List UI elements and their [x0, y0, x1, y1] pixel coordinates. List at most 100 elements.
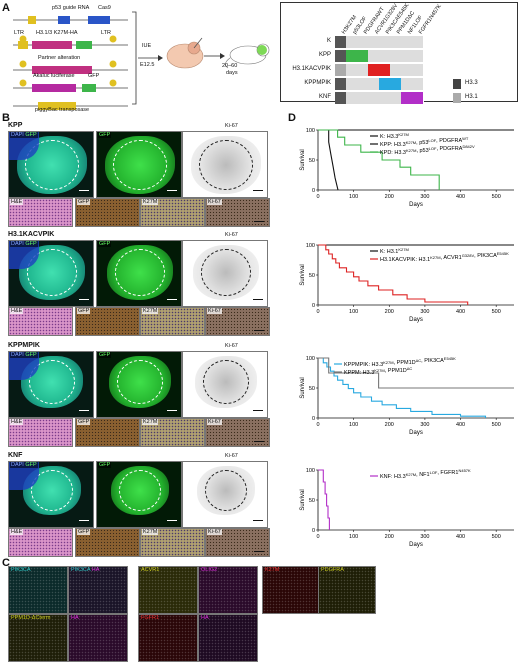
x-axis-label: Days — [409, 542, 423, 548]
matrix-cell-alteration — [379, 64, 390, 76]
y-axis-label: Survival — [300, 377, 306, 398]
y-tick-label: 0 — [312, 303, 315, 309]
row-name-label: KPPMPIK — [8, 342, 40, 349]
matrix-cell-alteration — [401, 92, 412, 104]
scale-bar — [79, 299, 89, 300]
matrix-cell-h3 — [335, 78, 346, 90]
section-image: GFP — [96, 461, 182, 528]
x-tick-label: 200 — [385, 309, 394, 315]
x-tick-label: 300 — [420, 194, 429, 200]
scale-bar — [79, 410, 89, 411]
x-tick-label: 500 — [492, 309, 501, 315]
matrix-row-label: KPP — [318, 52, 331, 58]
histology-tile-label: H&E — [10, 529, 24, 535]
immunostain-label: FGFR1 — [141, 615, 160, 621]
histology-tile-label: H&E — [10, 308, 24, 314]
x-tick-label: 0 — [316, 422, 319, 428]
section-image-label: GFP — [98, 132, 112, 138]
days-range-label: 20–60 — [222, 63, 238, 69]
section-image: DAPI GFP — [8, 351, 94, 418]
immunostain-label: HA — [71, 615, 79, 621]
scale-bar — [253, 410, 263, 411]
constructs-diagram — [13, 16, 128, 110]
section-image-label: DAPI GFP — [10, 462, 38, 468]
section-image: GFP — [96, 240, 182, 307]
matrix-row-label: KPPMPIK — [304, 80, 331, 86]
section-image: GFP — [96, 131, 182, 198]
x-axis-label: Days — [409, 430, 423, 436]
matrix-cell-h3 — [335, 50, 346, 62]
histology-tile-label: Ki-67 — [207, 529, 222, 535]
section-image — [182, 131, 268, 198]
section-image-label: Ki-67 — [225, 343, 238, 349]
construct3-insert-label: Partner alteration — [38, 55, 81, 61]
genotype-matrix: H3K27M p53LOF PDGFRAWT ACVR1G328V PIK3CAE545… — [283, 2, 513, 104]
panel-a-label: A — [2, 2, 10, 14]
matrix-legend-label: H3.3 — [465, 80, 478, 86]
tumor-outline — [27, 249, 77, 296]
y-tick-label: 50 — [309, 386, 315, 392]
histology-tile-label: K27M — [142, 199, 159, 205]
immunostain-label: PIK3CA HA — [71, 567, 100, 573]
immunostain-tile-olig2: OLIG2 — [198, 566, 258, 614]
immunostain-tile-ha2: HA — [198, 614, 258, 662]
x-tick-label: 0 — [316, 194, 319, 200]
matrix-legend-swatch — [453, 79, 461, 89]
x-axis-label: Days — [409, 202, 423, 208]
y-tick-label: 50 — [309, 158, 315, 164]
matrix-cell-alteration — [412, 92, 423, 104]
immunostain-label: ACVR1 — [141, 567, 160, 573]
panel-c-immunostaining: PIK3CA PIK3CA HA ACVR1 OLIG2 K27M PDGFRA PPM1D… — [8, 566, 376, 662]
immunostain-tile-pik3ca: PIK3CA — [8, 566, 68, 614]
legend-entry: KPP: H3.3K27M, p53LOF, PDGFRAWT — [380, 136, 469, 148]
immunostain-tile-pik3ca-ha: PIK3CA HA — [68, 566, 128, 614]
section-image-label: Ki-67 — [225, 123, 238, 129]
x-tick-label: 500 — [492, 534, 501, 540]
tumor-outline — [203, 360, 249, 404]
histology-tile-label: GFP — [77, 419, 91, 425]
histology-tile: GFP — [75, 528, 140, 557]
tumor-outline — [117, 360, 163, 404]
y-axis-label: Survival — [300, 489, 306, 510]
y-tick-label: 100 — [306, 356, 315, 362]
matrix-row-label: H3.1KACVPIK — [292, 66, 331, 72]
y-axis-label: Survival — [300, 149, 306, 170]
matrix-cell-h3 — [335, 36, 346, 48]
construct4-insert-label: Akaluc luciferase — [33, 73, 75, 79]
histology-tile-label: Ki-67 — [207, 308, 222, 314]
histology-tile: GFP — [75, 307, 140, 336]
x-tick-label: 300 — [420, 422, 429, 428]
panel-b-label: B — [2, 112, 10, 124]
x-tick-label: 200 — [385, 194, 394, 200]
scale-bar — [79, 520, 89, 521]
y-tick-label: 50 — [309, 498, 315, 504]
histology-tile-label: Ki-67 — [207, 419, 222, 425]
section-image: DAPI GFP — [8, 240, 94, 307]
x-tick-label: 100 — [349, 194, 358, 200]
scale-bar — [253, 520, 263, 521]
x-tick-label: 300 — [420, 309, 429, 315]
matrix-cell-alteration — [346, 50, 357, 62]
y-tick-label: 100 — [306, 468, 315, 474]
histology-tile-label: GFP — [77, 529, 91, 535]
immunostain-tile-pdgfra: PDGFRA — [318, 566, 376, 614]
x-tick-label: 100 — [349, 309, 358, 315]
scale-bar — [254, 221, 264, 222]
scale-bar — [253, 190, 263, 191]
matrix-cell-h3 — [335, 64, 346, 76]
histology-tile: K27M — [140, 528, 205, 557]
section-image: DAPI GFP — [8, 461, 94, 528]
x-tick-label: 400 — [456, 422, 465, 428]
tumor-outline — [199, 140, 253, 190]
matrix-legend-label: H3.1 — [465, 94, 478, 100]
survival-series-line — [318, 244, 469, 305]
histology-tile: K27M — [140, 198, 205, 227]
section-image-label: DAPI GFP — [10, 241, 38, 247]
section-image-label: DAPI GFP — [10, 132, 38, 138]
matrix-cell-alteration — [390, 78, 401, 90]
immunostain-tile-ppm1d: PPM1D-ΔCterm — [8, 614, 68, 662]
section-image: DAPI GFP — [8, 131, 94, 198]
x-tick-label: 0 — [316, 534, 319, 540]
